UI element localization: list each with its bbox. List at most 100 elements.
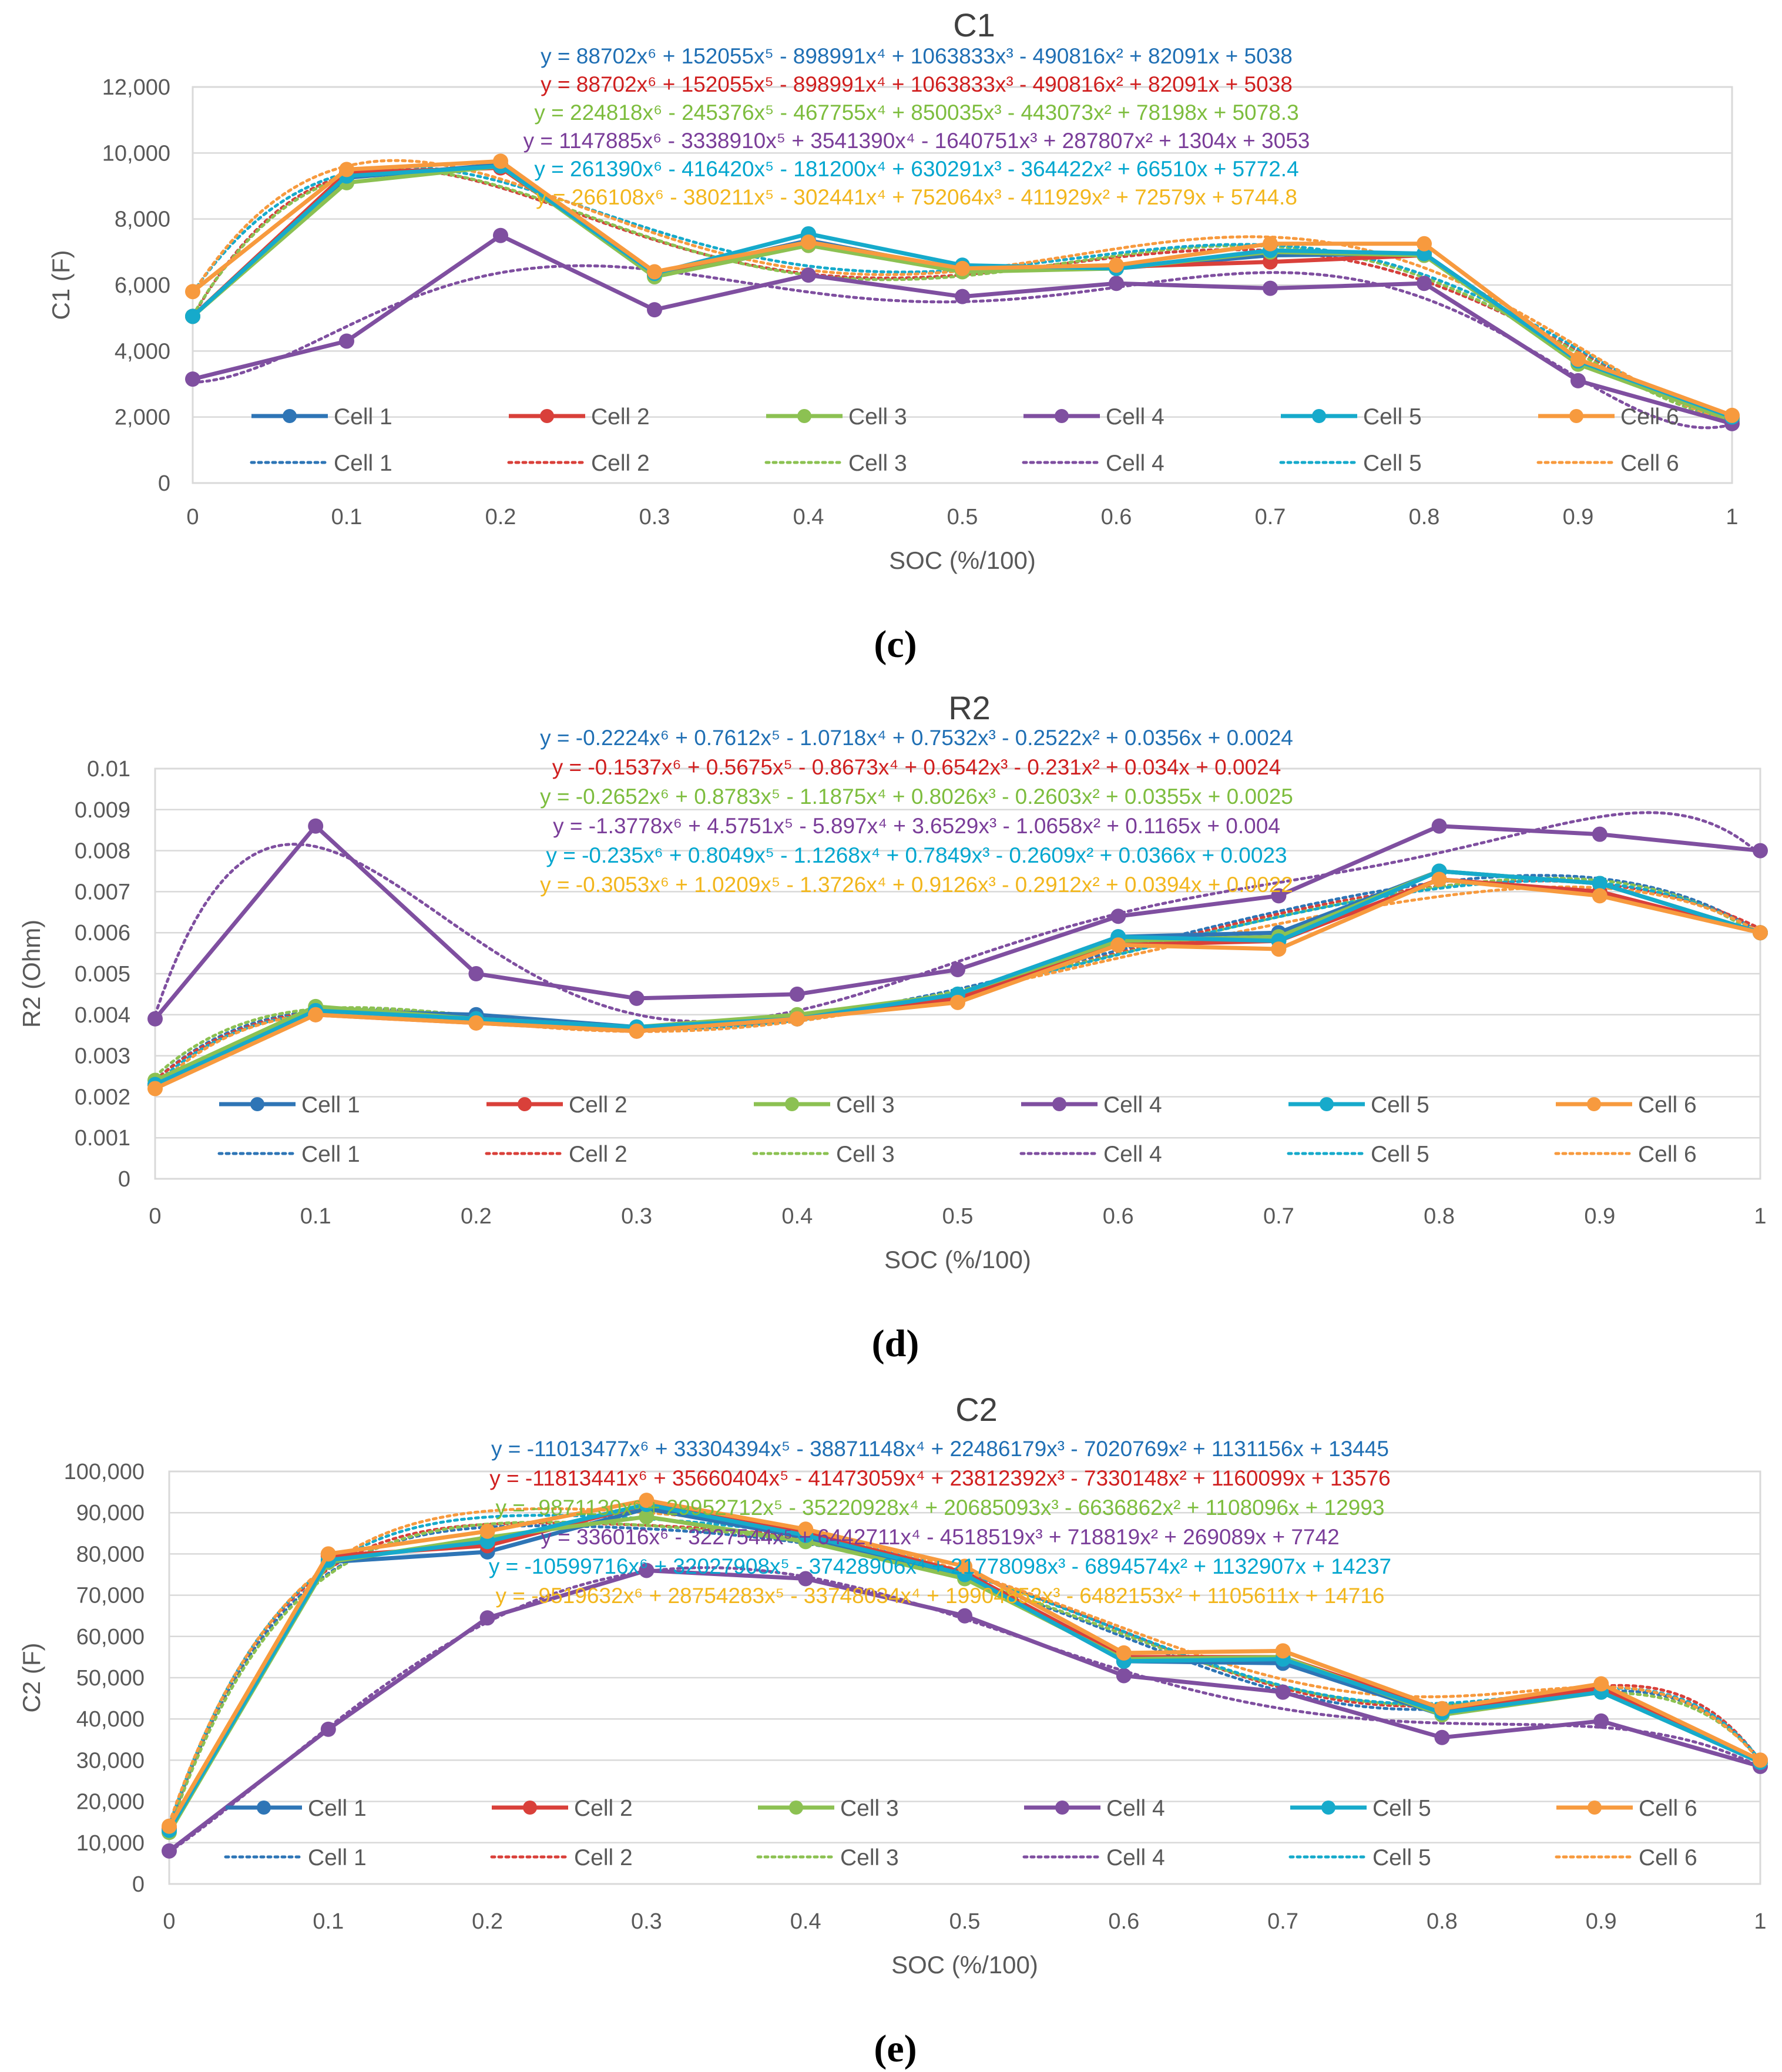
legend-marker [283,409,297,423]
data-point-cell-6 [1275,1643,1291,1659]
y-tick-label: 0.004 [75,1003,130,1028]
legend-marker [257,1801,271,1815]
data-point-cell-4 [1431,818,1447,834]
legend-trend-label: Cell 4 [1106,1845,1165,1870]
y-tick-label: 0.01 [87,757,130,782]
legend-label: Cell 5 [1371,1092,1429,1118]
chart-panel-c1: 0 2,000 4,000 6,000 8,000 10,000 12,000 0 0.1 0.2… [47,6,1740,666]
y-tick-label: 0.007 [75,880,130,904]
y-tick-label: 70,000 [76,1584,145,1608]
y-tick-label: 60,000 [76,1625,145,1649]
data-point-cell-6 [1417,236,1432,252]
y-tick-label: 0.005 [75,962,130,987]
x-tick-label: 0.2 [461,1204,492,1229]
x-tick-label: 0.2 [485,505,516,529]
trendline-equation: y = -0.1537x⁶ + 0.5675x⁵ - 0.8673x⁴ + 0.… [552,755,1281,779]
legend-label: Cell 3 [836,1092,895,1118]
data-point-cell-4 [320,1721,336,1737]
x-axis-label: SOC (%/100) [891,1951,1038,1979]
y-tick-label: 0.008 [75,839,130,864]
legend-marker [1569,409,1583,423]
y-axis-label: R2 (Ohm) [18,920,45,1028]
data-point-cell-6 [1110,937,1126,953]
legend-marker [1587,1097,1601,1111]
legend-label: Cell 6 [1638,1092,1697,1118]
trendline-equation: y = 266108x⁶ - 380211x⁵ - 302441x⁴ + 752… [536,185,1297,209]
data-point-cell-4 [950,962,965,978]
legend-label: Cell 5 [1372,1796,1431,1821]
data-point-cell-6 [1570,351,1586,367]
data-point-cell-6 [1109,257,1124,273]
data-point-cell-6 [950,994,965,1010]
data-point-cell-6 [1593,1676,1609,1692]
y-tick-label: 10,000 [102,141,170,166]
x-tick-label: 0.9 [1586,1909,1617,1934]
data-point-cell-6 [1434,1701,1450,1716]
data-point-cell-4 [957,1608,972,1624]
data-point-cell-6 [479,1523,495,1539]
data-point-cell-4 [1109,276,1124,291]
x-tick-label: 0.1 [313,1909,344,1934]
y-tick-label: 0 [118,1167,130,1192]
y-tick-label: 4,000 [115,339,170,364]
trendline-equation: y = -9871130x⁶ + 29952712x⁵ - 35220928x⁴… [496,1496,1385,1520]
x-tick-label: 0.9 [1563,505,1594,529]
legend-label: Cell 2 [591,404,650,430]
data-point-cell-6 [308,1007,324,1022]
x-axis-label: SOC (%/100) [889,547,1036,574]
x-tick-label: 0.6 [1108,1909,1139,1934]
x-tick-label: 0.8 [1424,1204,1455,1229]
data-point-cell-6 [955,260,970,276]
data-point-cell-4 [1275,1684,1291,1700]
y-tick-label: 80,000 [76,1542,145,1567]
legend-trend-label: Cell 3 [836,1142,895,1167]
y-tick-label: 0.009 [75,798,130,823]
x-tick-label: 0.4 [781,1204,813,1229]
data-point-cell-6 [339,162,354,177]
data-point-cell-6 [1724,407,1740,423]
chart-panel-r2: 0 0.001 0.002 0.003 0.004 0.005 0.006 0.007 0.00… [18,689,1768,1365]
data-point-cell-6 [1753,1752,1768,1768]
data-point-cell-4 [1263,280,1278,296]
x-tick-label: 0.8 [1409,505,1440,529]
chart-title: R2 [948,689,991,726]
trendline-equation: y = -0.2652x⁶ + 0.8783x⁵ - 1.1875x⁴ + 0.… [540,784,1293,809]
data-point-cell-6 [162,1818,177,1834]
panel-caption: (d) [872,1322,919,1365]
y-tick-label: 0.002 [75,1085,130,1109]
data-point-cell-6 [629,1023,645,1039]
legend-label: Cell 3 [848,404,907,430]
legend-marker [1321,1801,1335,1815]
x-tick-label: 0.2 [472,1909,503,1934]
data-point-cell-6 [647,264,662,280]
y-axis-label: C2 (F) [18,1643,45,1713]
x-tick-label: 0 [186,505,199,529]
x-tick-label: 0.9 [1584,1204,1615,1229]
data-point-cell-6 [798,1521,814,1537]
x-tick-label: 0.7 [1263,1204,1294,1229]
x-tick-label: 0.6 [1101,505,1132,529]
legend-trend-label: Cell 1 [301,1142,360,1167]
y-tick-label: 0 [158,471,170,496]
data-point-cell-6 [801,234,816,250]
legend-trend-label: Cell 2 [569,1142,627,1167]
x-axis-label: SOC (%/100) [884,1246,1031,1273]
y-tick-label: 100,000 [64,1460,145,1484]
data-point-cell-4 [339,333,354,349]
legend-label: Cell 2 [574,1796,633,1821]
chart-title: C1 [953,6,995,43]
data-point-cell-4 [1417,276,1432,291]
trendline-equation: y = 224818x⁶ - 245376x⁵ - 467755x⁴ + 850… [534,100,1298,125]
data-point-cell-6 [493,153,508,169]
chart-panel-c2: 0 10,000 20,000 30,000 40,000 50,000 60,000 70,… [18,1391,1768,2070]
trendline-equation: y = -1.3778x⁶ + 4.5751x⁵ - 5.897x⁴ + 3.6… [553,814,1280,838]
data-point-cell-6 [1431,871,1447,887]
trendline-cell-4 [155,811,1760,1023]
legend-trend-label: Cell 4 [1106,451,1164,476]
data-point-cell-4 [955,289,970,304]
data-point-cell-4 [1271,888,1287,904]
x-tick-label: 0.1 [331,505,363,529]
x-tick-label: 0.7 [1267,1909,1298,1934]
data-point-cell-4 [647,302,662,318]
y-tick-label: 6,000 [115,273,170,298]
